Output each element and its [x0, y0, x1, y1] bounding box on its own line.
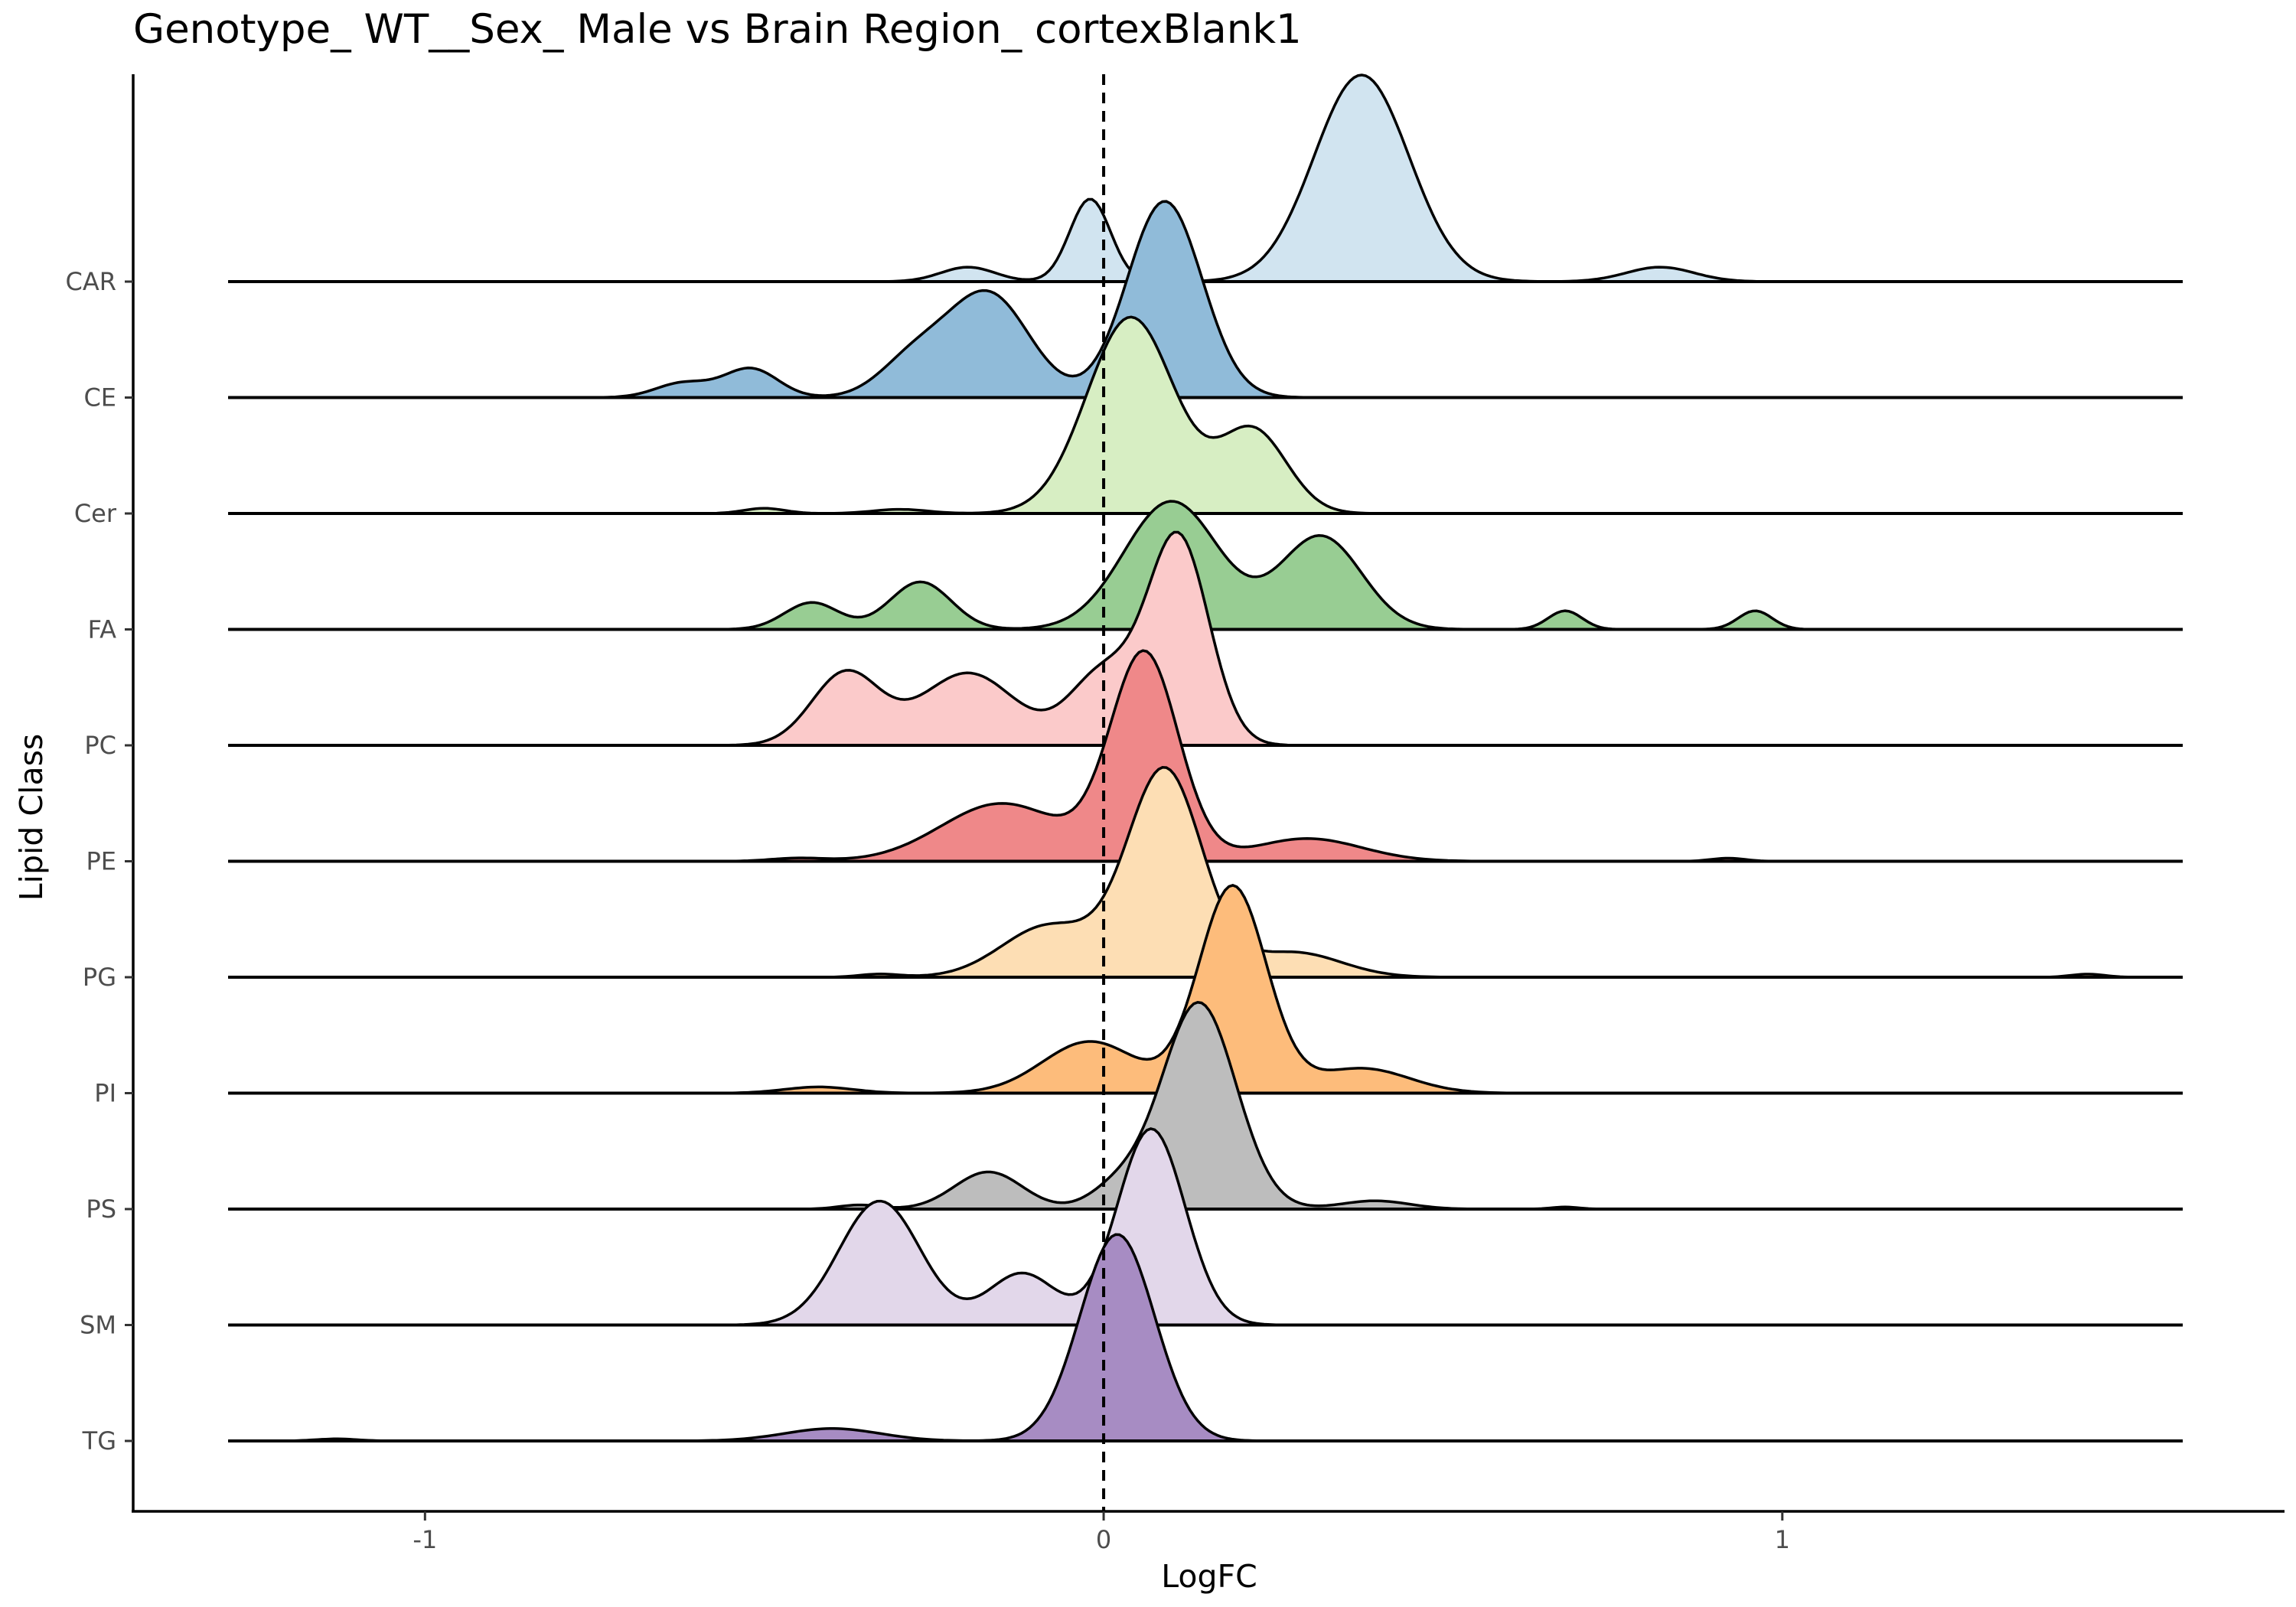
- y-tick-label-pe: PE: [86, 847, 116, 876]
- ridge-area-pi: [228, 885, 2183, 1094]
- chart-title: Genotype_ WT__Sex_ Male vs Brain Region_…: [133, 6, 1302, 53]
- ridge-area-ps: [228, 1002, 2183, 1209]
- y-tick-label-tg: TG: [82, 1426, 116, 1455]
- ridge-area-pg: [228, 767, 2183, 977]
- ridge-area-cer: [228, 317, 2183, 513]
- x-tick-label: 0: [1096, 1525, 1111, 1554]
- y-tick-label-sm: SM: [80, 1311, 116, 1340]
- ridge-area-ce: [228, 201, 2183, 398]
- y-tick-label-car: CAR: [66, 267, 116, 296]
- y-tick-label-ce: CE: [83, 383, 116, 412]
- ridge-area-sm: [228, 1129, 2183, 1325]
- x-tick-label: 1: [1775, 1525, 1790, 1554]
- ridge-area-pc: [228, 532, 2183, 745]
- x-tick-label: -1: [413, 1525, 437, 1554]
- x-axis-title: LogFC: [1161, 1558, 1257, 1595]
- ridges-layer: [228, 73, 2183, 1442]
- y-tick-label-pg: PG: [83, 963, 116, 992]
- y-tick-label-ps: PS: [86, 1195, 116, 1224]
- ridge-outline-car: [228, 73, 2183, 283]
- y-tick-label-cer: Cer: [74, 499, 117, 528]
- x-axis-ticks: -1 0 1: [413, 1511, 1790, 1554]
- ridge-outline-tg: [228, 1233, 2183, 1442]
- ridge-area-fa: [228, 501, 2183, 630]
- ridge-area-tg: [228, 1234, 2183, 1441]
- y-tick-label-pc: PC: [84, 731, 116, 760]
- y-tick-label-fa: FA: [88, 615, 116, 644]
- y-axis-title: Lipid Class: [13, 734, 50, 901]
- ridge-area-pe: [228, 650, 2183, 862]
- y-tick-label-pi: PI: [94, 1079, 116, 1108]
- y-axis-ticks: CAR CE Cer FA PC PE PG PI PS SM TG: [66, 267, 133, 1455]
- ridge-area-car: [228, 75, 2183, 282]
